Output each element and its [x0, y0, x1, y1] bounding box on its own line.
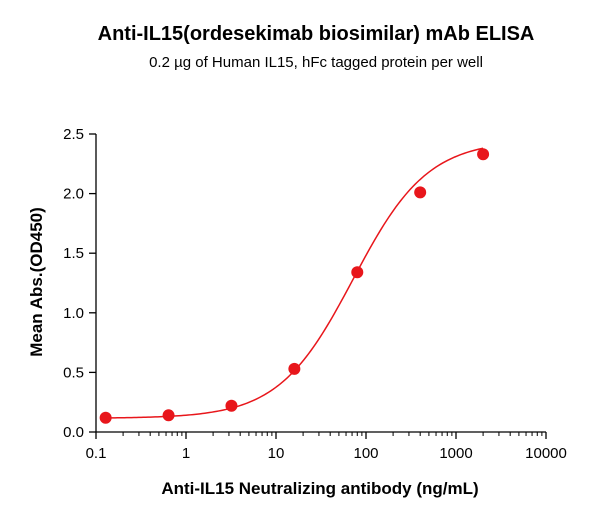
x-tick-label: 10 [268, 445, 285, 462]
data-point [99, 411, 112, 424]
x-axis-ticks: 0.1 1 10 100 1000 10000 [86, 432, 567, 462]
x-tick-label: 1000 [439, 445, 472, 462]
y-axis-label: Mean Abs.(OD450) [27, 207, 46, 357]
y-tick-label: 1.0 [63, 305, 84, 322]
data-point [477, 148, 490, 161]
data-point [225, 399, 238, 412]
x-tick-label: 0.1 [86, 445, 107, 462]
y-axis-ticks: 0.0 0.5 1.0 1.5 2.0 2.5 [63, 126, 96, 441]
fit-curve [105, 147, 484, 419]
x-tick-label: 100 [353, 445, 378, 462]
data-points [99, 148, 490, 424]
data-point [351, 266, 364, 279]
x-tick-label: 10000 [525, 445, 567, 462]
x-axis-label: Anti-IL15 Neutralizing antibody (ng/mL) [161, 479, 478, 498]
y-tick-label: 1.5 [63, 245, 84, 262]
chart-title: Anti-IL15(ordesekimab biosimilar) mAb EL… [98, 23, 535, 45]
data-point [288, 362, 301, 375]
data-point [414, 186, 427, 199]
data-point [162, 409, 175, 422]
chart-subtitle: 0.2 µg of Human IL15, hFc tagged protein… [149, 54, 483, 71]
y-tick-label: 2.5 [63, 126, 84, 143]
x-tick-label: 1 [182, 445, 190, 462]
y-tick-label: 0.0 [63, 424, 84, 441]
y-tick-label: 2.0 [63, 186, 84, 203]
y-tick-label: 0.5 [63, 364, 84, 381]
